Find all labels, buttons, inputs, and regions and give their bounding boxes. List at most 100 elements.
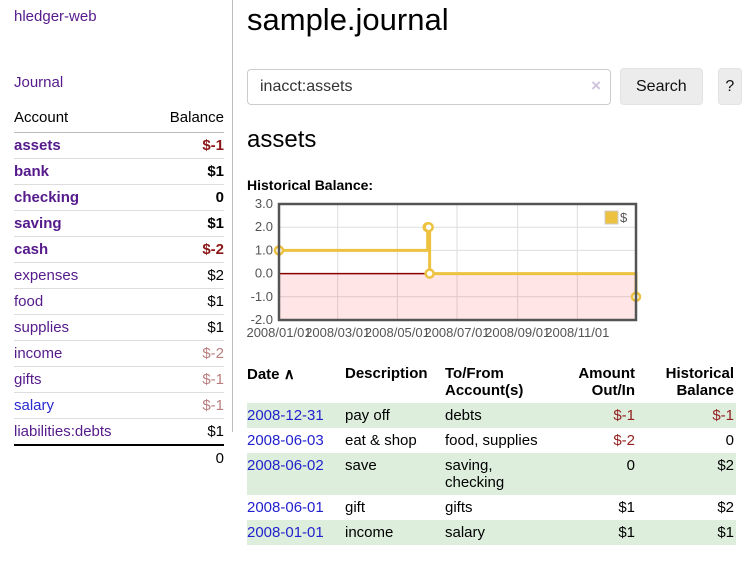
account-link-supplies[interactable]: supplies xyxy=(14,319,70,336)
main-content: sample.journal × Search ? assets Histori… xyxy=(246,0,742,545)
account-row-checking: checking 0 xyxy=(14,184,224,211)
account-link-liabilities-debts[interactable]: liabilities:debts xyxy=(14,423,112,440)
svg-text:2.0: 2.0 xyxy=(255,219,273,234)
search-button[interactable]: Search xyxy=(620,68,703,105)
svg-text:-1.0: -1.0 xyxy=(251,289,273,304)
account-row-supplies: supplies $1 xyxy=(14,314,224,341)
account-row-expenses: expenses $2 xyxy=(14,262,224,289)
account-balance: $1 xyxy=(148,158,224,185)
register-table: Date ∧ Description To/From Account(s) Am… xyxy=(247,363,736,545)
account-balance: $-1 xyxy=(148,392,224,419)
register-header-row: Date ∧ Description To/From Account(s) Am… xyxy=(247,363,736,403)
account-link-food[interactable]: food xyxy=(14,293,44,310)
account-row-gifts: gifts $-1 xyxy=(14,366,224,393)
transaction-description: gift xyxy=(345,499,366,516)
account-balance: $-1 xyxy=(148,366,224,393)
app-title-link[interactable]: hledger-web xyxy=(14,8,97,25)
transaction-description: save xyxy=(345,457,377,474)
register-header-description: Description xyxy=(345,365,428,382)
transaction-row[interactable]: 2008-06-02 save saving, checking 0 $2 xyxy=(247,453,736,495)
transaction-row[interactable]: 2008-12-31 pay off debts $-1 $-1 xyxy=(247,403,736,428)
transaction-accounts: debts xyxy=(445,407,482,424)
transaction-description: eat & shop xyxy=(345,432,417,449)
transaction-date-link[interactable]: 2008-06-03 xyxy=(247,432,324,449)
register-header-accounts: To/From Account(s) xyxy=(445,365,524,399)
account-link-checking[interactable]: checking xyxy=(14,189,80,206)
transaction-description: pay off xyxy=(345,407,390,424)
transaction-amount: $1 xyxy=(618,524,635,541)
accounts-header-balance: Balance xyxy=(148,106,224,133)
account-link-cash[interactable]: cash xyxy=(14,241,49,258)
account-row-cash: cash $-2 xyxy=(14,236,224,263)
account-row-saving: saving $1 xyxy=(14,210,224,237)
transaction-date-link[interactable]: 2008-01-01 xyxy=(247,524,324,541)
transaction-date-link[interactable]: 2008-12-31 xyxy=(247,407,324,424)
account-balance: 0 xyxy=(148,184,224,211)
account-balance: $-2 xyxy=(148,340,224,367)
transaction-row[interactable]: 2008-06-03 eat & shop food, supplies $-2… xyxy=(247,428,736,453)
clear-search-icon[interactable]: × xyxy=(591,75,601,95)
account-link-expenses[interactable]: expenses xyxy=(14,267,79,284)
svg-text:2008/05/01: 2008/05/01 xyxy=(365,325,430,340)
account-row-liabilities-debts: liabilities:debts $1 xyxy=(14,418,224,445)
transaction-amount: 0 xyxy=(626,457,635,474)
account-row-income: income $-2 xyxy=(14,340,224,367)
account-link-salary[interactable]: salary xyxy=(14,397,55,414)
sort-ascending-icon: ∧ xyxy=(283,366,295,383)
account-balance: $1 xyxy=(148,314,224,341)
svg-text:2008/07/01: 2008/07/01 xyxy=(424,325,489,340)
account-link-income[interactable]: income xyxy=(14,345,63,362)
register-header-balance: Historical Balance xyxy=(665,365,734,399)
transaction-description: income xyxy=(345,524,394,541)
transaction-row[interactable]: 2008-01-01 income salary $1 $1 xyxy=(247,520,736,545)
svg-text:2008/01/01: 2008/01/01 xyxy=(246,325,311,340)
svg-text:2008/11/01: 2008/11/01 xyxy=(545,325,609,340)
accounts-header-account: Account xyxy=(14,106,149,133)
svg-text:2008/03/01: 2008/03/01 xyxy=(305,325,370,340)
account-link-bank[interactable]: bank xyxy=(14,163,50,180)
sidebar-item-journal[interactable]: Journal xyxy=(14,74,64,91)
account-link-gifts[interactable]: gifts xyxy=(14,371,42,388)
account-link-saving[interactable]: saving xyxy=(14,215,62,232)
account-balance: $1 xyxy=(148,288,224,315)
svg-text:1.0: 1.0 xyxy=(255,242,273,257)
register-header-amount: Amount Out/In xyxy=(578,365,635,399)
search-input[interactable] xyxy=(247,68,611,105)
chart-title: Historical Balance: xyxy=(247,177,374,193)
account-row-food: food $1 xyxy=(14,288,224,315)
transaction-balance: $2 xyxy=(717,499,734,516)
accounts-table: Account Balance assets $-1 bank $1 check… xyxy=(14,106,224,471)
transaction-amount: $1 xyxy=(618,499,635,516)
date-header-label: Date xyxy=(247,366,280,383)
account-link-assets[interactable]: assets xyxy=(14,137,61,154)
account-row-salary: salary $-1 xyxy=(14,392,224,419)
transaction-amount: $-1 xyxy=(613,407,635,424)
account-balance: $1 xyxy=(148,210,224,237)
page-title: sample.journal xyxy=(247,2,449,37)
accounts-total-value: 0 xyxy=(148,444,224,471)
transaction-accounts: gifts xyxy=(445,499,473,516)
account-row-bank: bank $1 xyxy=(14,158,224,185)
register-header-date[interactable]: Date ∧ xyxy=(247,363,345,403)
help-button[interactable]: ? xyxy=(717,68,742,105)
svg-text:2008/09/01: 2008/09/01 xyxy=(485,325,550,340)
svg-text:0.0: 0.0 xyxy=(255,266,273,281)
transaction-date-link[interactable]: 2008-06-02 xyxy=(247,457,324,474)
transaction-accounts: saving, checking xyxy=(445,457,505,491)
transaction-date-link[interactable]: 2008-06-01 xyxy=(247,499,324,516)
search-form: × Search ? xyxy=(247,68,742,105)
account-balance: $2 xyxy=(148,262,224,289)
transaction-row[interactable]: 2008-06-01 gift gifts $1 $2 xyxy=(247,495,736,520)
account-heading: assets xyxy=(247,126,317,153)
sidebar: hledger-web Journal Account Balance asse… xyxy=(0,0,233,471)
svg-text:$: $ xyxy=(620,210,628,225)
account-balance: $-1 xyxy=(202,137,224,154)
accounts-total-row: 0 xyxy=(14,444,224,471)
svg-text:-2.0: -2.0 xyxy=(251,312,273,327)
transaction-balance: $1 xyxy=(717,524,734,541)
transaction-balance: $-1 xyxy=(712,407,734,424)
transaction-amount: $-2 xyxy=(613,432,635,449)
transaction-balance: $2 xyxy=(717,457,734,474)
transaction-balance: 0 xyxy=(725,432,734,449)
svg-text:3.0: 3.0 xyxy=(255,196,273,211)
